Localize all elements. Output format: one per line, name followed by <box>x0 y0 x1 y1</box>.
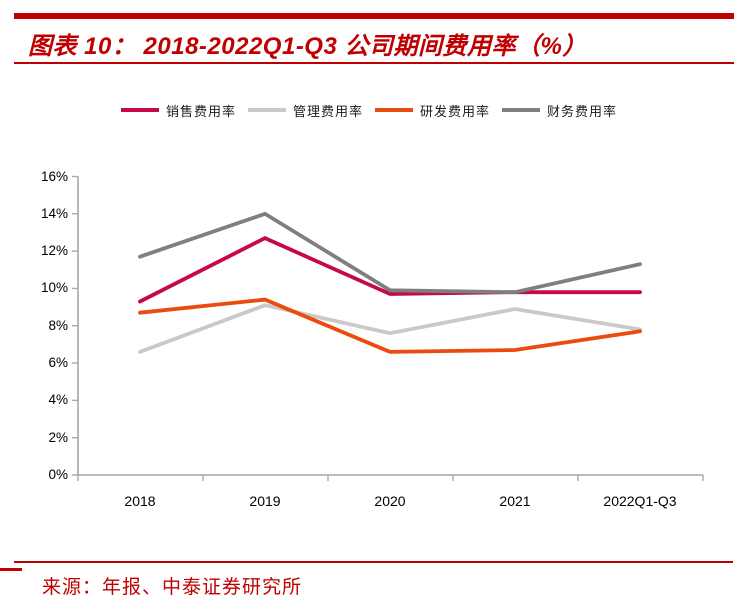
legend-label: 研发费用率 <box>420 103 491 119</box>
x-category-label: 2019 <box>249 493 281 509</box>
x-category-label: 2018 <box>124 493 156 509</box>
series-line-2 <box>138 297 642 354</box>
series-line-1 <box>138 303 642 354</box>
legend-item: 财务费用率 <box>502 101 617 120</box>
legend-item: 研发费用率 <box>375 101 490 120</box>
legend-label: 管理费用率 <box>292 103 363 119</box>
y-tick-label: 8% <box>48 317 68 333</box>
y-tick-label: 0% <box>48 467 68 482</box>
legend-item: 销售费用率 <box>120 101 236 120</box>
source-note: 来源：年报、中泰证券研究所 <box>42 577 303 598</box>
top-accent-bar <box>14 13 734 19</box>
legend-swatch <box>120 108 159 112</box>
y-tick-label: 6% <box>48 355 68 371</box>
legend-swatch <box>375 108 413 112</box>
figure-title: 图表 10： 2018-2022Q1-Q3 公司期间费用率（%） <box>28 33 587 60</box>
y-tick-label: 4% <box>48 392 68 408</box>
y-tick-label: 16% <box>40 168 68 184</box>
footer-rule <box>14 561 733 563</box>
legend-label: 财务费用率 <box>547 103 618 119</box>
legend-label: 销售费用率 <box>165 103 236 119</box>
legend-swatch <box>502 108 541 112</box>
legend-item: 管理费用率 <box>247 101 363 120</box>
title-underline <box>14 62 734 64</box>
y-tick-label: 2% <box>48 429 68 445</box>
y-tick-label: 10% <box>40 280 68 296</box>
x-category-label: 2022Q1-Q3 <box>603 493 677 509</box>
x-category-label: 2021 <box>499 493 531 509</box>
series-line-0 <box>138 235 642 304</box>
x-category-label: 2020 <box>374 493 406 509</box>
chart-legend: 销售费用率 管理费用率 研发费用率 财务费用率 <box>0 101 738 119</box>
footer-left-dash <box>0 568 22 571</box>
y-tick-label: 12% <box>40 243 68 259</box>
legend-swatch <box>247 108 286 112</box>
series-line-3 <box>138 211 642 295</box>
y-tick-label: 14% <box>40 205 68 221</box>
